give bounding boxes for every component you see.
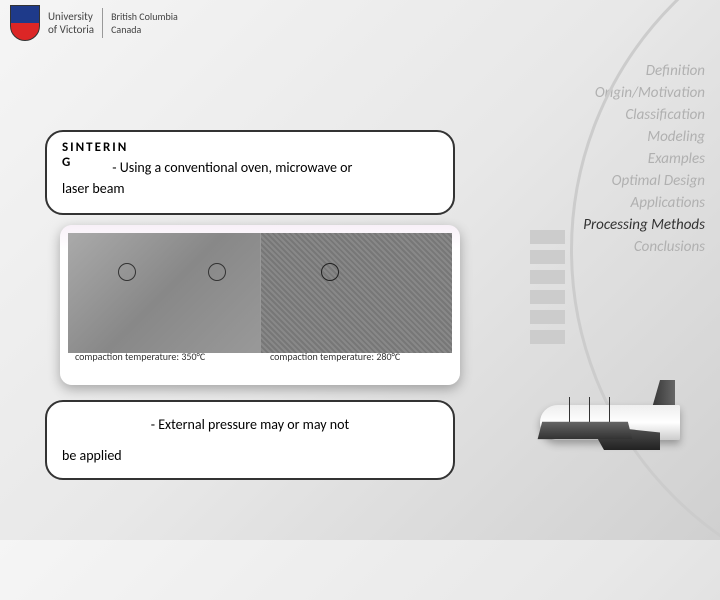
bar-icon [530,330,565,344]
card1-title-line2: G [62,155,72,176]
card1-subtitle: - Using a conventional oven, microwave o… [112,159,352,176]
header-divider [102,8,103,38]
card2-line1: - External pressure may or may not [62,416,438,433]
bar-icon [530,230,565,244]
decorative-bars [530,230,565,350]
microscopy-right [261,233,453,353]
card1-subtitle2: laser beam [62,180,438,197]
strut-icon [589,397,590,422]
microscopy-image-card: compaction temperature: 350°C compaction… [60,225,460,385]
left-temp-label: compaction temperature: 350°C [75,350,205,363]
microscopy-images [68,233,452,353]
marker-circle-icon [208,263,226,281]
sintering-card: SINTERIN G - Using a conventional oven, … [45,130,455,215]
university-name: University of Victoria [48,10,94,36]
strut-icon [569,397,570,422]
space-shuttle-illustration [530,380,680,470]
card1-title-line1: SINTERIN [62,140,438,155]
bar-icon [530,250,565,264]
platform-icon [538,422,633,439]
bar-icon [530,270,565,284]
bar-icon [530,310,565,324]
microscopy-left [68,233,260,353]
right-temp-label: compaction temperature: 280°C [270,350,400,363]
location-text: British Columbia Canada [111,10,178,36]
card2-line2: be applied [62,447,438,464]
header: University of Victoria British Columbia … [10,5,178,41]
bc-line2: Canada [111,23,178,36]
bar-icon [530,290,565,304]
marker-circle-icon [118,263,136,281]
strut-icon [609,397,610,422]
pressure-card: - External pressure may or may not be ap… [45,400,455,480]
uni-line2: of Victoria [48,23,94,36]
uni-line1: University [48,10,94,23]
uvic-shield-icon [10,5,40,41]
bc-line1: British Columbia [111,10,178,23]
marker-circle-icon [321,263,339,281]
